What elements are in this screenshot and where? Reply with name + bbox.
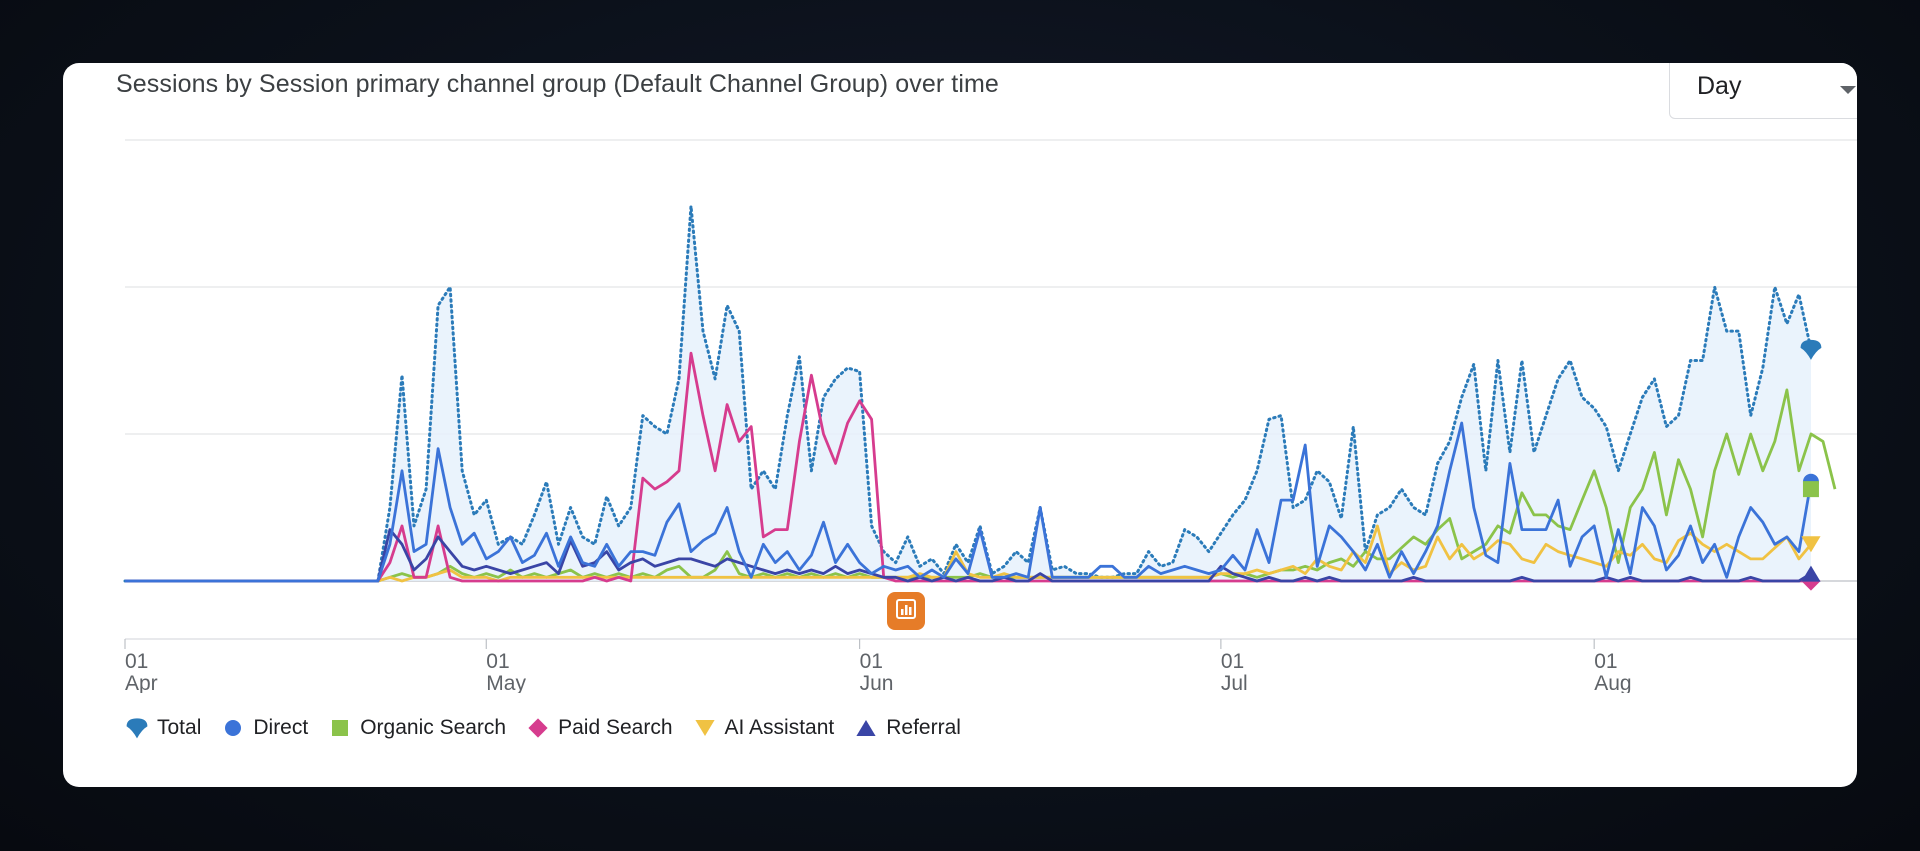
legend-marker-organic-search [332,720,349,736]
legend-label: Organic Search [360,716,507,739]
diamond-icon [528,718,548,738]
x-tick-day-2: 01 [860,650,883,673]
granularity-dropdown[interactable]: Day [1669,63,1857,119]
x-tick-day-4: 01 [1594,650,1617,673]
pin-icon [126,718,148,739]
granularity-value: Day [1697,72,1742,100]
legend-item-direct[interactable]: Direct [221,716,308,740]
legend-item-paid-search[interactable]: Paid Search [526,716,673,740]
x-tick-month-0: Apr [125,672,158,693]
end-marker-referral [1801,565,1821,582]
x-tick-day-3: 01 [1221,650,1244,673]
x-tick-month-4: Aug [1594,672,1631,693]
triangle-down-icon [694,720,715,736]
legend-marker-direct [225,720,242,736]
legend-label: Paid Search [558,716,673,739]
x-tick-day-1: 01 [486,650,509,673]
triangle-up-icon [856,720,876,736]
legend-item-organic-search[interactable]: Organic Search [328,716,506,740]
square-icon [332,720,349,736]
legend-item-ai-assistant[interactable]: AI Assistant [693,716,835,740]
legend-label: Total [157,716,202,739]
series-line-direct [125,421,1813,583]
area-total [125,206,1811,581]
x-tick-month-1: May [486,672,526,693]
bar-chart-icon [895,598,917,625]
series-line-total [123,204,1813,583]
end-marker-total [1800,339,1822,360]
chevron-down-icon [1840,86,1856,94]
end-marker-organic-search [1802,481,1819,498]
legend-label: AI Assistant [724,716,835,739]
legend-item-total[interactable]: Total [125,716,201,740]
x-tick-day-0: 01 [125,650,148,673]
legend-marker-total [126,718,148,739]
legend-item-referral[interactable]: Referral [854,716,961,740]
series-line-paid-search [125,351,1811,583]
series-line-referral [125,528,1812,583]
legend-marker-paid-search [528,718,548,738]
annotation-marker[interactable] [887,592,925,630]
legend-label: Direct [253,716,309,739]
end-marker-ai-assistant [1801,536,1821,553]
chart-title: Sessions by Session primary channel grou… [116,70,999,98]
legend-label: Referral [886,716,961,739]
x-tick-month-2: Jun [860,672,894,693]
legend-marker-ai-assistant [694,720,715,736]
legend-marker-referral [856,720,876,736]
circle-icon [225,720,242,736]
x-tick-month-3: Jul [1221,672,1248,693]
chart-card: Sessions by Session primary channel grou… [63,63,1857,787]
chart-legend: Total Direct Organic Search Paid Search AI A… [125,716,961,740]
